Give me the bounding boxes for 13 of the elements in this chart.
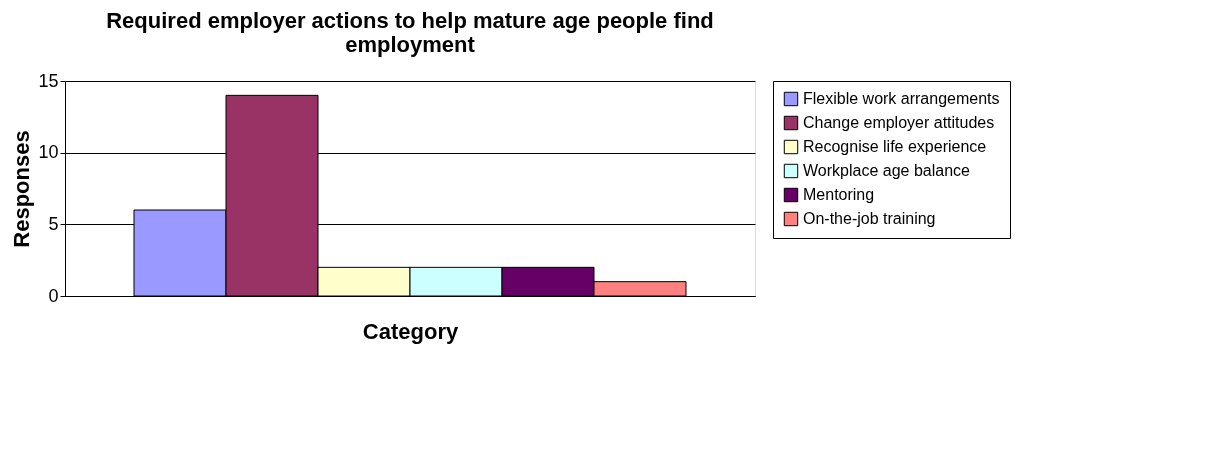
y-tick-label: 10	[38, 142, 59, 163]
legend-label: Change employer attitudes	[803, 114, 995, 131]
y-tick-label: 15	[38, 70, 59, 91]
y-axis-title: Responses	[9, 130, 35, 248]
y-tick-label: 5	[48, 213, 59, 234]
legend-label: Mentoring	[803, 186, 875, 203]
legend-label: Recognise life experience	[803, 138, 987, 155]
x-axis-title: Category	[362, 318, 459, 344]
legend-label: On-the-job training	[803, 210, 936, 227]
chart-title: Required employer actions to help mature age people find employment	[106, 8, 714, 57]
legend-label: Flexible work arrangements	[803, 90, 1000, 107]
legend-label: Workplace age balance	[803, 162, 971, 179]
y-tick-label: 0	[48, 285, 59, 306]
